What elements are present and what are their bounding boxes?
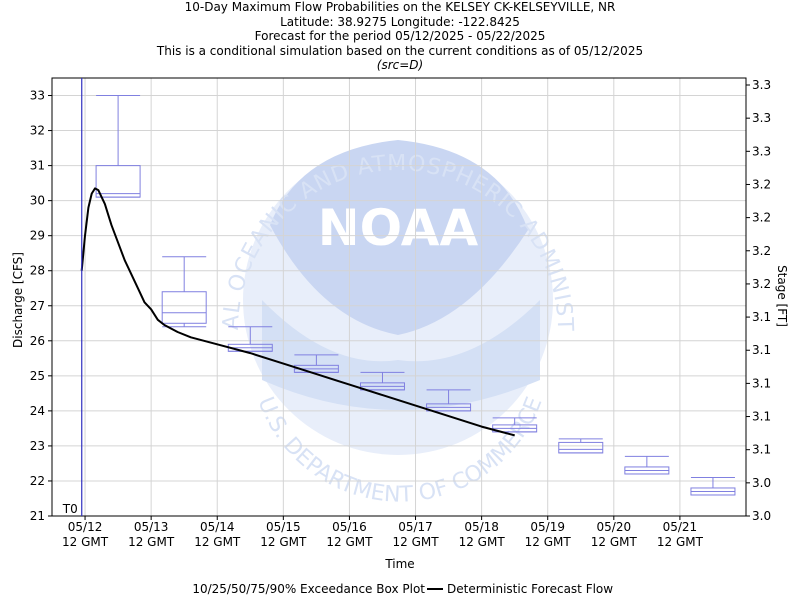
x-tick-date: 05/17	[398, 520, 433, 534]
location-line: Latitude: 38.9275 Longitude: -122.8425	[280, 14, 520, 29]
right-tick-label: 3.2	[752, 244, 771, 258]
y-tick-label: 31	[30, 159, 45, 173]
y-tick-label: 22	[30, 474, 45, 488]
x-tick-date: 05/15	[266, 520, 301, 534]
x-tick-date: 05/21	[663, 520, 698, 534]
legend: 10/25/50/75/90% Exceedance Box Plot Dete…	[192, 582, 613, 596]
box-iqr	[95, 165, 141, 198]
noaa-watermark: NOAA NATIONAL OCEANIC AND ATMOSPHERIC AD…	[52, 78, 576, 508]
deterministic-series	[80, 187, 515, 437]
y-axis-left-label: Discharge [CFS]	[11, 252, 25, 348]
x-tick-date: 05/12	[68, 520, 103, 534]
right-tick-label: 3.1	[752, 376, 771, 390]
x-tick-date: 05/18	[464, 520, 499, 534]
condition-line: This is a conditional simulation based o…	[156, 43, 644, 58]
x-tick-date: 05/14	[200, 520, 235, 534]
x-tick-time: 12 GMT	[194, 535, 241, 549]
noaa-logo-text: NOAA	[318, 199, 479, 257]
chart-header: 10-Day Maximum Flow Probabilities on the…	[0, 0, 800, 73]
y-tick-label: 27	[30, 299, 45, 313]
box-plot	[558, 438, 604, 454]
y-tick-label: 32	[30, 124, 45, 138]
box-iqr	[558, 441, 604, 454]
legend-line-label: Deterministic Forecast Flow	[447, 582, 613, 596]
right-tick-label: 3.0	[752, 509, 771, 523]
x-tick-time: 12 GMT	[525, 535, 572, 549]
x-tick-time: 12 GMT	[128, 535, 175, 549]
y-tick-label: 21	[30, 509, 45, 523]
y-tick-label: 33	[30, 89, 45, 103]
axes: 21 22 23 24 25 26 27 28 29 30 31 32 33 3.0 3.0 3.1 3.1 3.…	[30, 78, 771, 549]
x-tick-date: 05/13	[134, 520, 169, 534]
right-tick-label: 3.3	[752, 144, 771, 158]
box-plot	[492, 417, 538, 433]
y-axis-right-label: Stage [FT]	[775, 265, 789, 327]
x-tick-time: 12 GMT	[657, 535, 704, 549]
x-tick-time: 12 GMT	[459, 535, 506, 549]
y-tick-label: 30	[30, 194, 45, 208]
right-tick-label: 3.1	[752, 410, 771, 424]
right-tick-label: 3.0	[752, 476, 771, 490]
y-tick-label: 29	[30, 229, 45, 243]
right-tick-label: 3.2	[752, 211, 771, 225]
source-line: (src=D)	[376, 58, 424, 72]
box-plot	[359, 371, 405, 391]
x-tick-time: 12 GMT	[326, 535, 373, 549]
box-plot	[624, 455, 670, 475]
box-iqr	[161, 291, 207, 324]
plot-frame	[51, 77, 747, 517]
box-plot	[690, 476, 736, 496]
box-plot	[161, 256, 207, 328]
period-line: Forecast for the period 05/12/2025 - 05/…	[254, 29, 546, 43]
x-tick-time: 12 GMT	[591, 535, 638, 549]
right-tick-label: 3.3	[752, 78, 771, 92]
right-tick-label: 3.2	[752, 277, 771, 291]
x-tick-date: 05/19	[530, 520, 565, 534]
chart-title: 10-Day Maximum Flow Probabilities on the…	[184, 0, 616, 14]
grid-lines	[52, 78, 746, 517]
x-tick-time: 12 GMT	[260, 535, 307, 549]
right-tick-label: 3.2	[752, 177, 771, 191]
y-tick-label: 23	[30, 439, 45, 453]
x-axis-label: Time	[384, 557, 414, 571]
right-tick-label: 3.1	[752, 343, 771, 357]
box-plot	[95, 95, 141, 198]
x-tick-time: 12 GMT	[62, 535, 109, 549]
right-tick-label: 3.3	[752, 111, 771, 125]
t0-label: T0	[62, 502, 78, 516]
y-tick-label: 24	[30, 404, 45, 418]
x-tick-date: 05/20	[597, 520, 632, 534]
y-tick-label: 26	[30, 334, 45, 348]
x-tick-date: 05/16	[332, 520, 367, 534]
right-tick-label: 3.1	[752, 443, 771, 457]
y-tick-label: 28	[30, 264, 45, 278]
y-tick-label: 25	[30, 369, 45, 383]
x-tick-time: 12 GMT	[392, 535, 439, 549]
deterministic-forecast-line	[80, 187, 515, 437]
legend-box-label: 10/25/50/75/90% Exceedance Box Plot	[192, 582, 425, 596]
right-tick-label: 3.1	[752, 310, 771, 324]
box-plots	[95, 95, 736, 496]
